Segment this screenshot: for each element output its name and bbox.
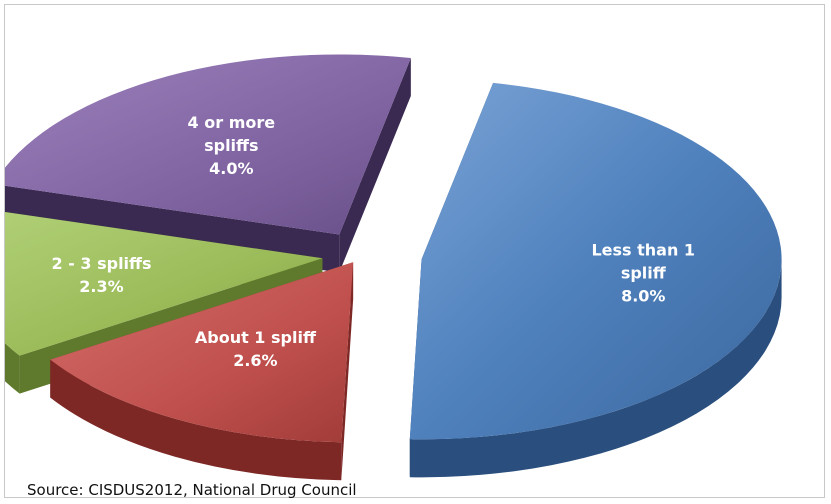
slice-label: About 1 spliff	[195, 328, 317, 347]
slice-side	[409, 259, 782, 478]
slice-label: spliffs	[204, 136, 258, 155]
slice-label: 8.0%	[621, 286, 665, 305]
chart-frame: 4 or more spliffs 4.0% Less than 1 spliff 8.0…	[4, 4, 825, 499]
slice-top	[5, 212, 323, 356]
slice-top	[50, 262, 354, 443]
slice-label: 4.0%	[209, 159, 253, 178]
slice-top	[5, 54, 411, 235]
slice-label: Less than 1	[591, 240, 695, 259]
pie-slice-2	[50, 262, 354, 481]
slice-label: spliff	[621, 263, 667, 282]
slice-label: 4 or more	[188, 113, 276, 132]
slice-label: 2.3%	[79, 277, 123, 296]
pie-chart: 4 or more spliffs 4.0% Less than 1 spliff 8.0…	[5, 54, 782, 481]
slice-label: 2 - 3 spliffs	[51, 254, 151, 273]
slice-label: 2.6%	[233, 351, 277, 370]
slice-wall	[339, 58, 411, 273]
slice-top	[409, 82, 782, 440]
source-note: Source: CISDUS2012, National Drug Counci…	[27, 481, 357, 499]
slice-side	[5, 343, 20, 394]
slice-wall	[341, 262, 354, 481]
pie-slice-1	[409, 82, 782, 478]
slice-side	[50, 359, 342, 481]
